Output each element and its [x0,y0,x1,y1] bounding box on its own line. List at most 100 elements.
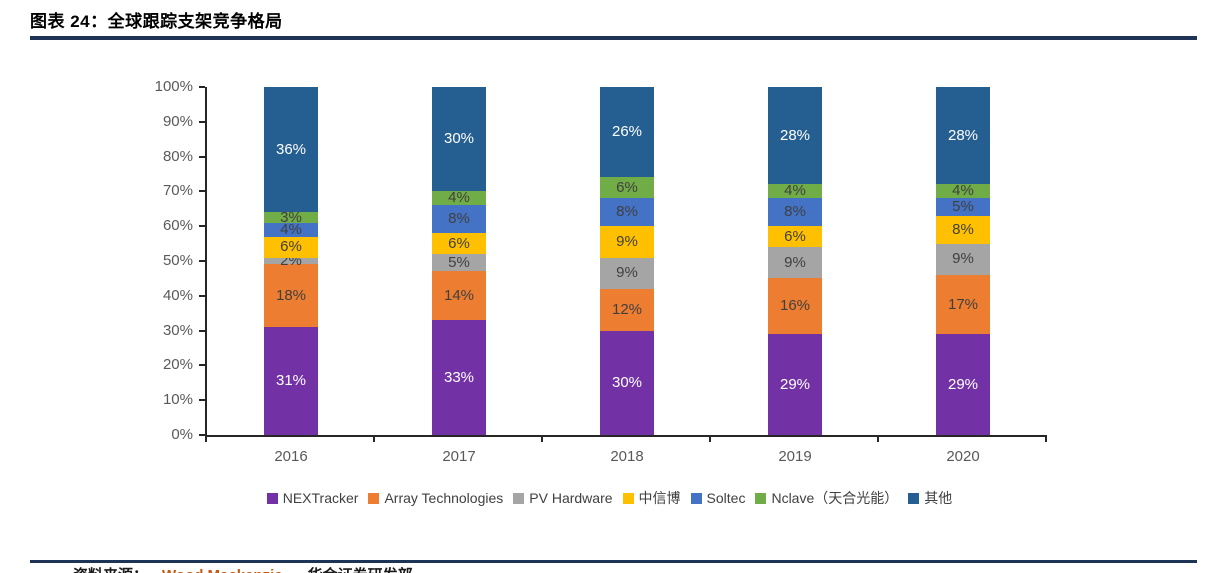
bar-segment [264,236,318,258]
segment-value-label: 28% [779,126,811,144]
segment-value-label: 5% [448,253,470,271]
bar-segment [432,87,486,192]
legend-swatch [266,492,278,504]
bar-segment [600,257,654,289]
y-axis-tick-mark [199,120,205,123]
segment-value-label: 31% [275,372,307,390]
legend-swatch [690,492,702,504]
bar-segment [936,215,990,244]
y-axis-tick-label: 60% [162,217,193,235]
segment-value-label: 14% [443,286,475,304]
segment-value-label: 26% [611,123,643,141]
y-axis-tick-mark [199,260,205,262]
y-axis-tick-mark [199,86,205,88]
bar-segment [264,222,318,237]
x-axis-tick-mark [709,435,711,442]
y-axis-tick-label: 70% [162,182,193,200]
segment-value-label: 8% [616,203,638,221]
segment-value-label: 9% [616,232,638,250]
segment-value-label: 8% [448,210,470,228]
x-axis-category-label: 2019 [778,448,812,465]
source-prefix: 资料来源： [73,567,148,573]
segment-value-label: 12% [611,300,643,318]
segment-value-label: 8% [952,220,974,238]
bar-segment [768,226,822,248]
bar-segment [936,243,990,275]
x-axis-category-label: 2016 [274,448,308,465]
bar-segment [768,247,822,279]
legend-label: Soltec [706,490,746,506]
x-axis-tick-mark [1045,435,1047,442]
x-axis-tick-mark [373,435,375,442]
source-suffix: ，华金证券研发部 [293,567,413,573]
legend-swatch [622,492,634,504]
y-axis-tick-label: 30% [162,321,193,339]
footer-rule [30,560,1197,563]
segment-value-label: 16% [779,297,811,315]
segment-value-label: 33% [443,368,475,386]
bar-segment [600,177,654,199]
segment-value-label: 4% [784,182,806,200]
bar-segment [936,87,990,185]
y-axis-tick-mark [199,190,205,193]
x-axis-category-label: 2018 [610,448,644,465]
bar-segment [264,327,318,435]
segment-value-label: 17% [947,295,979,313]
y-axis-tick-mark [199,399,205,402]
bar-segment [768,87,822,185]
bar-segment [432,254,486,272]
bar-segment [264,264,318,328]
segment-value-label: 9% [784,253,806,271]
bar-segment [264,257,318,265]
y-axis-tick-label: 10% [162,391,193,409]
segment-value-label: 4% [448,189,470,207]
bar-segment [264,212,318,223]
segment-value-label: 18% [275,286,307,304]
source-line: 资料来源： Wood Mackenzie ，华金证券研发部 [73,564,413,573]
segment-value-label: 30% [443,130,475,148]
bar-segment [600,288,654,331]
bar-segment [768,334,822,435]
y-axis-tick-label: 20% [162,356,193,374]
segment-value-label: 36% [275,140,307,158]
segment-value-label: 3% [280,208,302,226]
legend-item: PV Hardware [513,490,613,506]
segment-value-label: 9% [616,264,638,282]
bar-segment [432,271,486,321]
bar-segment [936,334,990,435]
y-axis-tick-label: 80% [162,147,193,165]
legend-swatch [908,492,920,504]
legend-item: Array Technologies [368,490,503,506]
y-axis-tick-mark [199,329,205,332]
bar-segment [600,330,654,435]
bar-segment [936,184,990,199]
y-axis-tick-label: 0% [171,426,193,443]
y-axis-tick-label: 50% [162,252,193,269]
segment-value-label: 29% [779,375,811,393]
y-axis-tick-mark [199,294,205,297]
y-axis-tick-mark [199,364,205,367]
legend-label: NEXTracker [282,490,359,506]
x-axis-category-label: 2017 [442,448,476,465]
figure-title: 图表 24：全球跟踪支架竞争格局 [30,12,283,31]
segment-value-label: 8% [784,203,806,221]
x-axis-tick-mark [541,435,543,442]
y-axis-tick-mark [199,434,205,436]
bar-segment [264,87,318,213]
legend-swatch [368,492,380,504]
x-axis-tick-mark [877,435,879,442]
legend-label: PV Hardware [529,490,613,506]
legend-label: Array Technologies [384,490,504,506]
legend-item: NEXTracker [266,490,359,506]
legend-label: 中信博 [638,490,681,506]
bar-segment [432,233,486,255]
legend-item: 中信博 [622,488,681,508]
bar-segment [432,320,486,435]
legend-swatch [755,492,767,504]
segment-value-label: 4% [280,220,302,238]
segment-value-label: 29% [947,375,979,393]
y-axis-tick-label: 40% [162,286,193,304]
segment-value-label: 6% [448,234,470,252]
